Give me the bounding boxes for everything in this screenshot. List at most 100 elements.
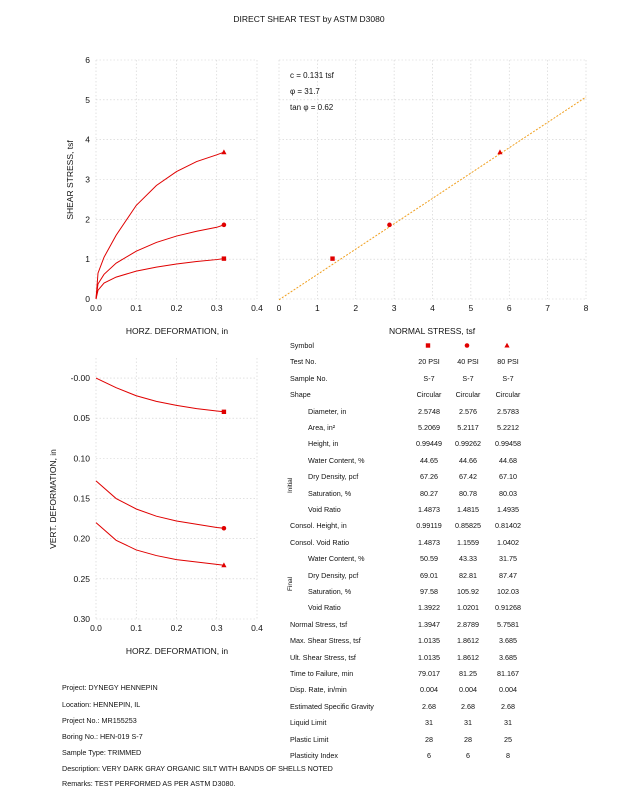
x-tick-label: 2 [353, 303, 358, 313]
y-tick-label: 6 [85, 55, 90, 65]
row-label: Max. Shear Stress, tsf [290, 636, 361, 646]
table-cell: 1.1559 [457, 537, 479, 547]
side-label-initial: Initial [287, 477, 294, 493]
table-cell: 1.4935 [497, 505, 519, 514]
table-cell: 5.2212 [497, 423, 519, 432]
table-cell: 0.004 [499, 685, 517, 695]
table-cell: 2.8789 [457, 619, 479, 629]
table-row: Disp. Rate, in/min 0.004 0.004 0.004 [290, 686, 590, 695]
table-row: Consol. Height, in 0.99119 0.85825 0.81402 [290, 522, 590, 531]
table-cell: 44.65 [420, 455, 438, 465]
side-label-final: Final [287, 576, 294, 591]
table-cell: 44.68 [499, 455, 517, 465]
table-cell: 50.59 [420, 554, 438, 564]
x-tick-label: 0.2 [171, 303, 183, 313]
table-cell: 1.4873 [418, 505, 440, 514]
table-row: Saturation, % 80.27 80.78 80.03 [290, 488, 590, 499]
y-tick-label: 0 [85, 294, 90, 304]
row-label: Water Content, % [308, 455, 365, 465]
row-label: Saturation, % [308, 587, 352, 596]
table-cell: 0.91268 [495, 603, 521, 613]
table-cell: 82.81 [459, 570, 477, 580]
table-cell: 81.167 [497, 669, 519, 678]
legend-symbol [504, 342, 510, 348]
x-tick-label: 0.3 [211, 303, 223, 313]
table-row: Normal Stress, tsf 1.3947 2.8789 5.7581 [290, 621, 590, 630]
series-line [95, 224, 225, 300]
y-tick-label: 0.25 [73, 574, 90, 584]
x-tick-label: 3 [392, 303, 397, 313]
x-tick-label: 0.2 [171, 623, 183, 633]
table-cell: 69.01 [420, 570, 438, 580]
y-tick-label: 0.05 [73, 413, 90, 423]
series-endpoint [221, 222, 227, 228]
table-cell: 0.85825 [455, 521, 481, 531]
x-tick-label: 0.0 [90, 623, 102, 633]
table-cell: 102.03 [497, 587, 519, 596]
table-row: Time to Failure, min 79.017 81.25 81.167 [290, 670, 590, 679]
table-row: Shape Circular Circular Circular [290, 391, 590, 400]
row-label: Ult. Shear Stress, tsf [290, 652, 356, 662]
table-cell: 105.92 [457, 587, 479, 596]
table-cell: 0.99458 [495, 439, 521, 449]
x-tick-label: 0.4 [251, 623, 263, 633]
table-cell: 8 [506, 751, 510, 760]
series-endpoint [221, 149, 227, 155]
legend-symbol [464, 343, 470, 348]
table-cell: 80.03 [499, 488, 517, 498]
table-cell: 2.5748 [418, 406, 440, 416]
row-label: Estimated Specific Gravity [290, 701, 374, 711]
annotation-cohesion: c = 0.131 tsf [290, 71, 335, 80]
y-tick-label: 0.15 [73, 494, 90, 504]
row-label: Void Ratio [308, 505, 341, 514]
table-cell: 87.47 [499, 570, 517, 580]
table-row: Test No. 20 PSI 40 PSI 80 PSI [290, 358, 590, 367]
series-line [95, 480, 224, 529]
table-cell: 0.004 [459, 685, 477, 695]
table-row: Dry Density, pcf 67.26 67.42 67.10 [290, 473, 590, 482]
table-cell: 67.10 [499, 472, 517, 482]
table-cell: 25 [504, 734, 512, 744]
info-line: Description: VERY DARK GRAY ORGANIC SILT… [62, 764, 333, 773]
row-label: Sample No. [290, 373, 328, 383]
row-label: Saturation, % [308, 488, 352, 498]
y-tick-label: 1 [85, 254, 90, 264]
table-cell: Circular [416, 390, 442, 400]
table-cell: 1.3947 [418, 619, 440, 629]
table-row: Sample No. S-7 S-7 S-7 [290, 375, 590, 384]
table-row: Diameter, in 2.5748 2.576 2.5783 [290, 406, 590, 417]
failure-envelope-chart: 0 1 2 3 4 5 6 7 8 NORMAL STRESS, tsf c = 0.131 t… [277, 59, 589, 336]
table-cell: 44.66 [459, 455, 477, 465]
table-cell: 2.576 [459, 406, 477, 416]
y-tick-label: 0.10 [73, 453, 90, 463]
x-tick-label: 0 [277, 303, 282, 313]
x-tick-label: 0.3 [211, 623, 223, 633]
table-cell: 1.0135 [418, 636, 440, 646]
table-row: Dry Density, pcf 69.01 82.81 87.47 [290, 570, 590, 581]
x-tick-label: 8 [584, 303, 589, 313]
y-tick-label: 5 [85, 95, 90, 105]
series-line [95, 258, 224, 300]
table-cell: 31 [504, 718, 512, 728]
table-cell: 3.685 [499, 636, 517, 646]
row-label: Height, in [308, 439, 339, 449]
info-line: Location: HENNEPIN, IL [62, 700, 141, 709]
legend-symbol [425, 343, 431, 348]
c3-ylabel: VERT. DEFORMATION, in [48, 449, 58, 549]
table-cell: S-7 [462, 373, 474, 383]
table-row: Symbol [290, 342, 590, 351]
table-row: Max. Shear Stress, tsf 1.0135 1.8612 3.685 [290, 637, 590, 646]
table-cell: 20 PSI [418, 357, 440, 367]
x-tick-label: 7 [545, 303, 550, 313]
row-label: Consol. Height, in [290, 521, 347, 531]
annotation-phi: φ = 31.7 [290, 87, 320, 96]
failure-point [387, 222, 392, 228]
y-tick-label: 0.20 [73, 534, 90, 544]
table-cell: 28 [464, 734, 472, 744]
table-row: Void Ratio 1.4873 1.4815 1.4935 [290, 506, 590, 515]
y-tick-label: 0.30 [73, 614, 90, 624]
series-line [95, 522, 224, 566]
row-label: Time to Failure, min [290, 669, 354, 678]
x-tick-label: 0.0 [90, 303, 102, 313]
info-line: Project No.: MR155253 [62, 716, 137, 725]
